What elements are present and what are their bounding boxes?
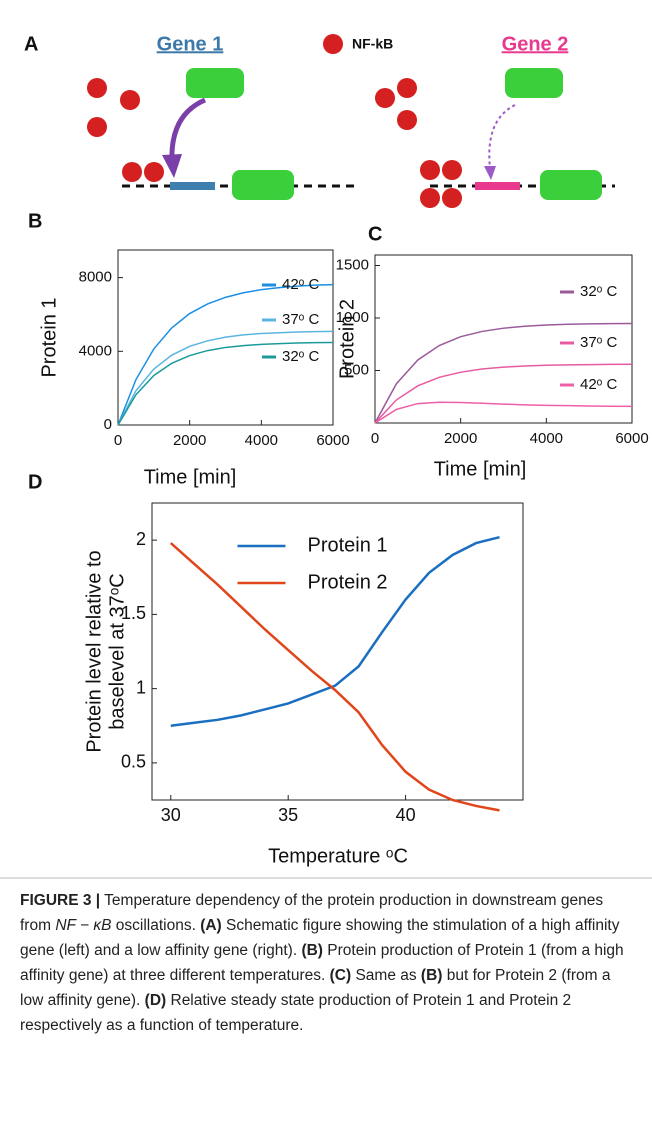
y-tick-label: 0 (104, 416, 112, 433)
schematic-right (375, 68, 615, 208)
panel-label: D (28, 471, 42, 493)
series-line (374, 401, 633, 424)
x-tick-label: 4000 (245, 432, 278, 449)
legend-label: 42ᵒ C (580, 376, 618, 393)
x-axis-label: Temperature ᵒC (268, 845, 408, 867)
legend-label: Protein 2 (308, 571, 388, 593)
x-tick-label: 0 (371, 430, 379, 447)
y-axis-label: Protein 2 (336, 299, 358, 379)
panel-label: A (24, 33, 38, 55)
legend-label: Protein 1 (308, 534, 388, 556)
caption: FIGURE 3 | Temperature dependency of the… (20, 888, 632, 1038)
legend-label: 42ᵒ C (282, 276, 320, 293)
y-tick-label: 0.5 (121, 752, 146, 772)
panel-label: C (368, 223, 382, 245)
series-line (374, 363, 633, 424)
series-line (169, 542, 500, 812)
series-line (170, 535, 500, 727)
legend-label: 37ᵒ C (282, 311, 320, 328)
y-axis-label: Protein level relative to (83, 550, 105, 752)
gene-label: Gene 2 (502, 33, 569, 55)
y-tick-label: 1000 (336, 309, 369, 326)
caption-ref: (A) (200, 917, 222, 934)
gene-label: Gene 1 (157, 33, 224, 55)
caption-text: Relative steady state production of Prot… (20, 992, 572, 1034)
schematic-left (87, 68, 360, 200)
figure: A Gene 1 NF-kB Gene 2 B0 2000 4000 60000400… (0, 33, 652, 879)
y-tick-label: 1 (136, 677, 146, 697)
x-tick-label: 40 (396, 805, 416, 825)
nfkb-label: NF-kB (352, 36, 393, 52)
series-line (374, 322, 633, 424)
y-tick-label: 1.5 (121, 603, 146, 623)
x-tick-label: 30 (161, 805, 181, 825)
panel-label: B (28, 210, 42, 232)
x-axis-label: Time [min] (144, 466, 237, 488)
x-axis-label: Time [min] (434, 458, 527, 480)
series-line (117, 341, 334, 426)
x-tick-label: 0 (114, 432, 122, 449)
caption-label: FIGURE 3 | (20, 892, 101, 909)
y-tick-label: 8000 (79, 269, 112, 286)
x-tick-label: 35 (278, 805, 298, 825)
caption-text: Same as (351, 967, 421, 984)
plot-frame (374, 254, 633, 424)
legend-label: 37ᵒ C (580, 334, 618, 351)
caption-text: Protein production of Protein 1 (from a … (20, 942, 624, 984)
x-tick-label: 6000 (316, 432, 349, 449)
caption-text: Temperature dependency of the protein pr… (20, 892, 604, 934)
y-axis-label: baselevel at 37ᵒC (106, 573, 128, 730)
caption-ref: (B) (301, 942, 323, 959)
plot-frame (117, 249, 334, 426)
caption-text: but for Protein 2 (from a low affinity g… (20, 967, 611, 1009)
y-tick-label: 4000 (79, 342, 112, 359)
y-tick-label: 1500 (336, 256, 369, 273)
y-tick-label: 2 (136, 529, 146, 549)
y-axis-label: Protein 1 (38, 297, 60, 377)
x-tick-label: 6000 (615, 430, 648, 447)
nfkb-icon (323, 34, 343, 54)
caption-text: Schematic figure showing the stimulation… (20, 917, 620, 959)
caption-text: oscillations. (111, 917, 201, 934)
x-tick-label: 2000 (173, 432, 206, 449)
series-line (117, 283, 334, 426)
legend-label: 32ᵒ C (282, 348, 320, 365)
x-tick-label: 2000 (444, 430, 477, 447)
legend-label: 32ᵒ C (580, 283, 618, 300)
series-line (117, 330, 334, 426)
caption-ref: (D) (144, 992, 167, 1009)
caption-ref: (C) (329, 967, 352, 984)
plot-frame (151, 502, 524, 801)
y-tick-label: 500 (344, 361, 369, 378)
caption-ref: (B) (420, 967, 443, 984)
x-tick-label: 4000 (530, 430, 563, 447)
caption-text: NF − κB (55, 917, 112, 934)
